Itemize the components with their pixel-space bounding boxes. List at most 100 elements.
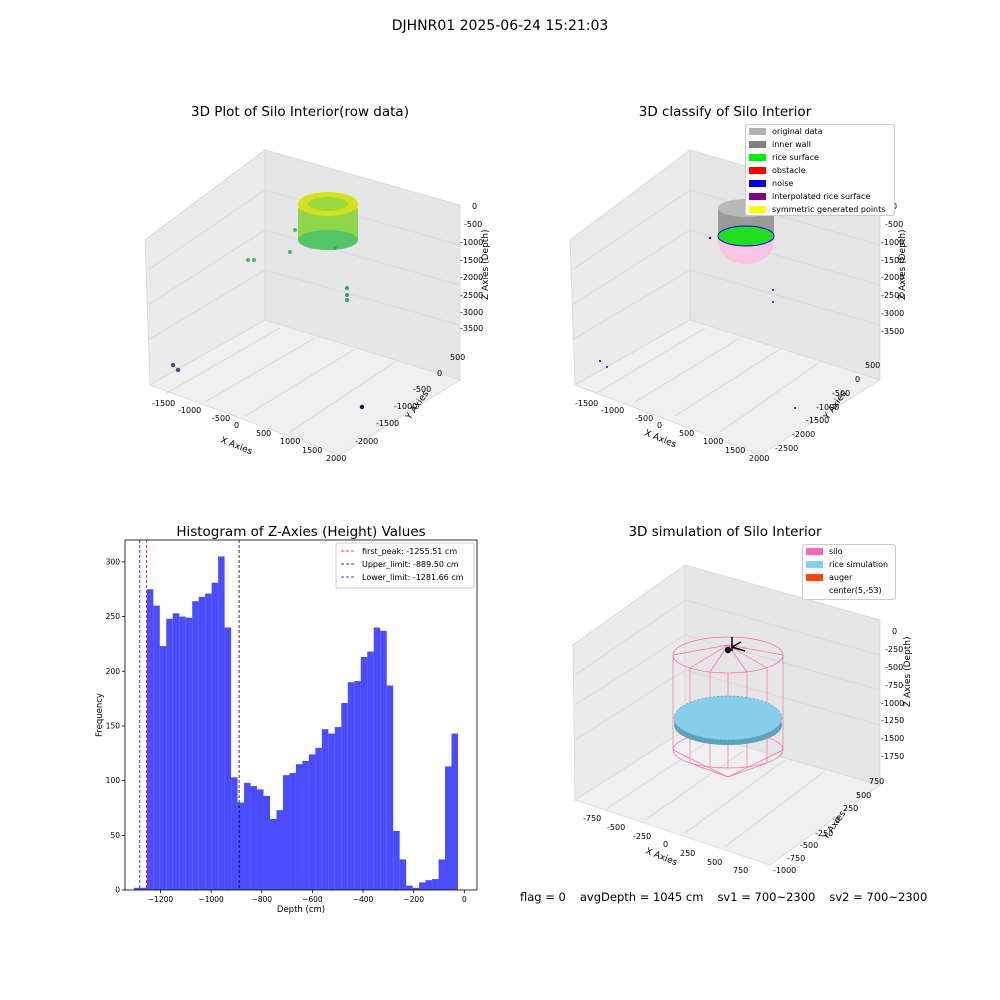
classify-xtick: 1500 [725, 446, 745, 455]
histogram-bar [192, 601, 199, 890]
histogram-bar [289, 772, 296, 890]
simulation-ytick: 250 [843, 804, 858, 813]
classify-ytick: -1000 [816, 403, 839, 412]
histogram-bar [302, 760, 309, 890]
classify-xtick: -1000 [601, 406, 624, 415]
classify-ytick: 0 [855, 375, 860, 384]
histogram-xlabel: Depth (cm) [277, 905, 325, 915]
legend-label: rice simulation [829, 560, 888, 569]
simulation-ytick: -500 [800, 841, 818, 850]
raw-xtick: 500 [256, 429, 271, 438]
histogram-bar [321, 729, 329, 890]
raw-ztick: -2500 [460, 291, 483, 300]
classify-xtick: 1000 [703, 437, 723, 446]
histogram-bar [218, 556, 225, 890]
classify-xlabel: X Axies [643, 429, 678, 451]
histogram-bar [295, 764, 303, 890]
histogram-bar [257, 789, 264, 890]
classify-ztick: -1500 [881, 256, 904, 265]
histogram-bar [438, 859, 446, 890]
raw-ytick: -1500 [376, 419, 399, 428]
simulation-xtick: 0 [663, 840, 668, 849]
simulation-ytick: 750 [869, 777, 884, 786]
legend-label: Lower_limit: -1281.66 cm [362, 573, 464, 582]
simulation-xtick: 250 [680, 849, 695, 858]
y-tick-label: 150 [106, 721, 121, 730]
raw-xtick: 1000 [280, 437, 300, 446]
simulation-ztick: -1750 [881, 752, 904, 761]
histogram-bar [451, 733, 459, 890]
classify-ytick: -2000 [792, 430, 815, 439]
simulation-ytick: -250 [815, 829, 833, 838]
histogram-bar [185, 617, 193, 890]
raw-ztick: -3000 [460, 308, 483, 317]
raw-scatter-points [170, 192, 365, 410]
histogram-bar [347, 682, 355, 890]
raw-ytick: -2000 [355, 437, 378, 446]
histogram-bar [166, 618, 173, 890]
simulation-ztick: -750 [885, 681, 903, 690]
legend-swatch [806, 574, 823, 581]
classify-ztick: -3000 [881, 309, 904, 318]
raw-xtick: 1500 [302, 446, 322, 455]
legend-label: obstacle [772, 166, 806, 175]
histogram-bar [445, 766, 452, 890]
legend-label: center(5,-53) [829, 586, 882, 595]
histogram-y-ticks: 0 50 100 150 200 250 300 [106, 557, 125, 895]
classify-xtick: -500 [635, 414, 653, 423]
histogram-bar [425, 880, 433, 890]
sv1-value: sv1 = 700~2300 [717, 890, 816, 904]
legend-swatch [749, 154, 766, 161]
histogram-bar [412, 887, 420, 890]
histogram-bar [263, 795, 271, 890]
classify-ztick: -2000 [881, 273, 904, 282]
histogram-bar [308, 754, 316, 890]
legend-swatch [749, 180, 766, 187]
classify-ytick: 500 [865, 361, 880, 370]
histogram-bar [360, 657, 368, 890]
histogram-bar [205, 593, 212, 890]
simulation-ytick: 500 [856, 791, 871, 800]
legend-swatch [749, 193, 766, 200]
classify-ytick: -1500 [806, 416, 829, 425]
raw-ytick: -500 [413, 385, 431, 394]
raw-xtick: -500 [212, 414, 230, 423]
simulation-xtick: -750 [583, 814, 601, 823]
legend-label: first_peak: -1255.51 cm [362, 547, 457, 556]
simulation-ytick: -750 [787, 854, 805, 863]
sv2-value: sv2 = 700~2300 [829, 890, 928, 904]
figure-title: DJHNR01 2025-06-24 15:21:03 [391, 18, 609, 34]
classify-ztick: -2500 [881, 291, 904, 300]
histogram-bar [393, 830, 400, 890]
histogram-reference-lines [139, 540, 240, 890]
simulation-ztick: -250 [885, 645, 903, 654]
raw-ytick: 500 [450, 353, 465, 362]
simulation-ztick: -1500 [881, 734, 904, 743]
classify-zlabel: Z Axies (Depth) [898, 229, 908, 300]
x-tick-label: −200 [403, 895, 424, 904]
simulation-ytick: 0 [835, 816, 840, 825]
classify-plot-title: 3D classify of Silo Interior [638, 104, 812, 120]
legend-swatch [749, 141, 766, 148]
legend-label: Upper_limit: -889.50 cm [362, 560, 459, 569]
raw-ytick: -1000 [394, 402, 417, 411]
histogram-bars [133, 556, 459, 890]
histogram-bar [244, 782, 251, 890]
histogram-bar [270, 818, 277, 890]
x-tick-label: −1000 [198, 895, 224, 904]
legend-label: rice surface [772, 153, 819, 162]
legend-label: original data [772, 127, 823, 136]
y-tick-label: 200 [106, 667, 121, 676]
y-tick-label: 250 [106, 612, 121, 621]
raw-xlabel: X Axies [219, 436, 254, 458]
histogram-bar [373, 627, 381, 890]
histogram-bar [315, 747, 322, 890]
legend-swatch [749, 128, 766, 135]
legend-label: noise [772, 179, 793, 188]
histogram-bar [146, 589, 154, 890]
raw-plot-title: 3D Plot of Silo Interior(row data) [191, 104, 409, 120]
auger [724, 637, 746, 654]
histogram-frame [124, 539, 478, 891]
simulation-xtick: 750 [733, 866, 748, 875]
raw-ztick: -2000 [460, 273, 483, 282]
